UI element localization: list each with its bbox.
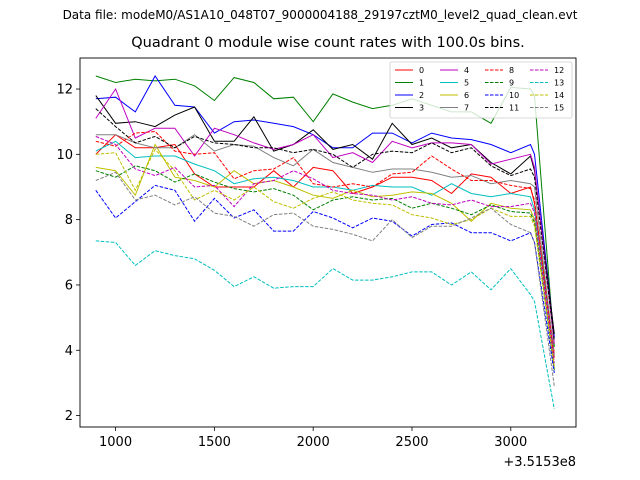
y-axis-ticks: 2 4 6 8 10 12 bbox=[56, 83, 80, 424]
y-tick-label: 8 bbox=[65, 213, 73, 228]
series-line-6 bbox=[95, 143, 555, 367]
y-tick-label: 4 bbox=[65, 344, 73, 359]
x-tick-label: 2500 bbox=[395, 435, 428, 450]
chart-title: Quadrant 0 module wise count rates with … bbox=[131, 35, 525, 51]
legend-label-4: 4 bbox=[464, 66, 469, 75]
legend-label-5: 5 bbox=[464, 79, 469, 88]
plot-frame bbox=[79, 57, 577, 428]
series-line-5 bbox=[95, 140, 555, 357]
legend-label-12: 12 bbox=[554, 66, 564, 75]
series-layer bbox=[95, 75, 555, 410]
legend-label-15: 15 bbox=[554, 104, 564, 113]
legend-label-7: 7 bbox=[464, 104, 469, 113]
y-tick-label: 10 bbox=[56, 148, 73, 163]
chart-suptitle: Data file: modeM0/AS1A10_048T07_90000041… bbox=[62, 8, 578, 22]
legend-label-1: 1 bbox=[419, 79, 424, 88]
series-line-0 bbox=[95, 134, 555, 354]
series-line-15 bbox=[95, 171, 555, 387]
legend-label-13: 13 bbox=[554, 79, 564, 88]
x-tick-label: 3000 bbox=[494, 435, 527, 450]
series-line-9 bbox=[95, 165, 555, 370]
series-line-3 bbox=[95, 95, 555, 334]
series-line-8 bbox=[95, 130, 555, 361]
legend-label-14: 14 bbox=[554, 91, 564, 100]
y-tick-label: 2 bbox=[65, 409, 73, 424]
series-line-12 bbox=[95, 135, 555, 364]
legend-label-10: 10 bbox=[509, 91, 519, 100]
legend-label-3: 3 bbox=[419, 104, 424, 113]
y-tick-label: 6 bbox=[65, 278, 73, 293]
x-tick-label: 1500 bbox=[198, 435, 231, 450]
legend-label-9: 9 bbox=[509, 79, 514, 88]
y-tick-label: 12 bbox=[56, 83, 73, 98]
series-line-11 bbox=[95, 108, 555, 341]
legend-label-6: 6 bbox=[464, 91, 469, 100]
legend-label-2: 2 bbox=[419, 91, 424, 100]
legend-box bbox=[389, 61, 573, 119]
series-line-1 bbox=[95, 75, 555, 348]
series-line-13 bbox=[95, 240, 555, 410]
series-line-4 bbox=[95, 87, 555, 344]
series-line-2 bbox=[95, 75, 555, 338]
legend-label-0: 0 bbox=[419, 66, 424, 75]
series-line-7 bbox=[95, 134, 555, 357]
legend-label-8: 8 bbox=[509, 66, 514, 75]
legend-label-11: 11 bbox=[509, 104, 519, 113]
x-tick-label: 2000 bbox=[297, 435, 330, 450]
x-tick-label: 1000 bbox=[99, 435, 132, 450]
series-line-10 bbox=[95, 184, 555, 374]
x-axis-ticks: 1000 1500 2000 2500 3000 bbox=[99, 427, 527, 450]
x-axis-offset-label: +3.5153e8 bbox=[503, 455, 576, 470]
